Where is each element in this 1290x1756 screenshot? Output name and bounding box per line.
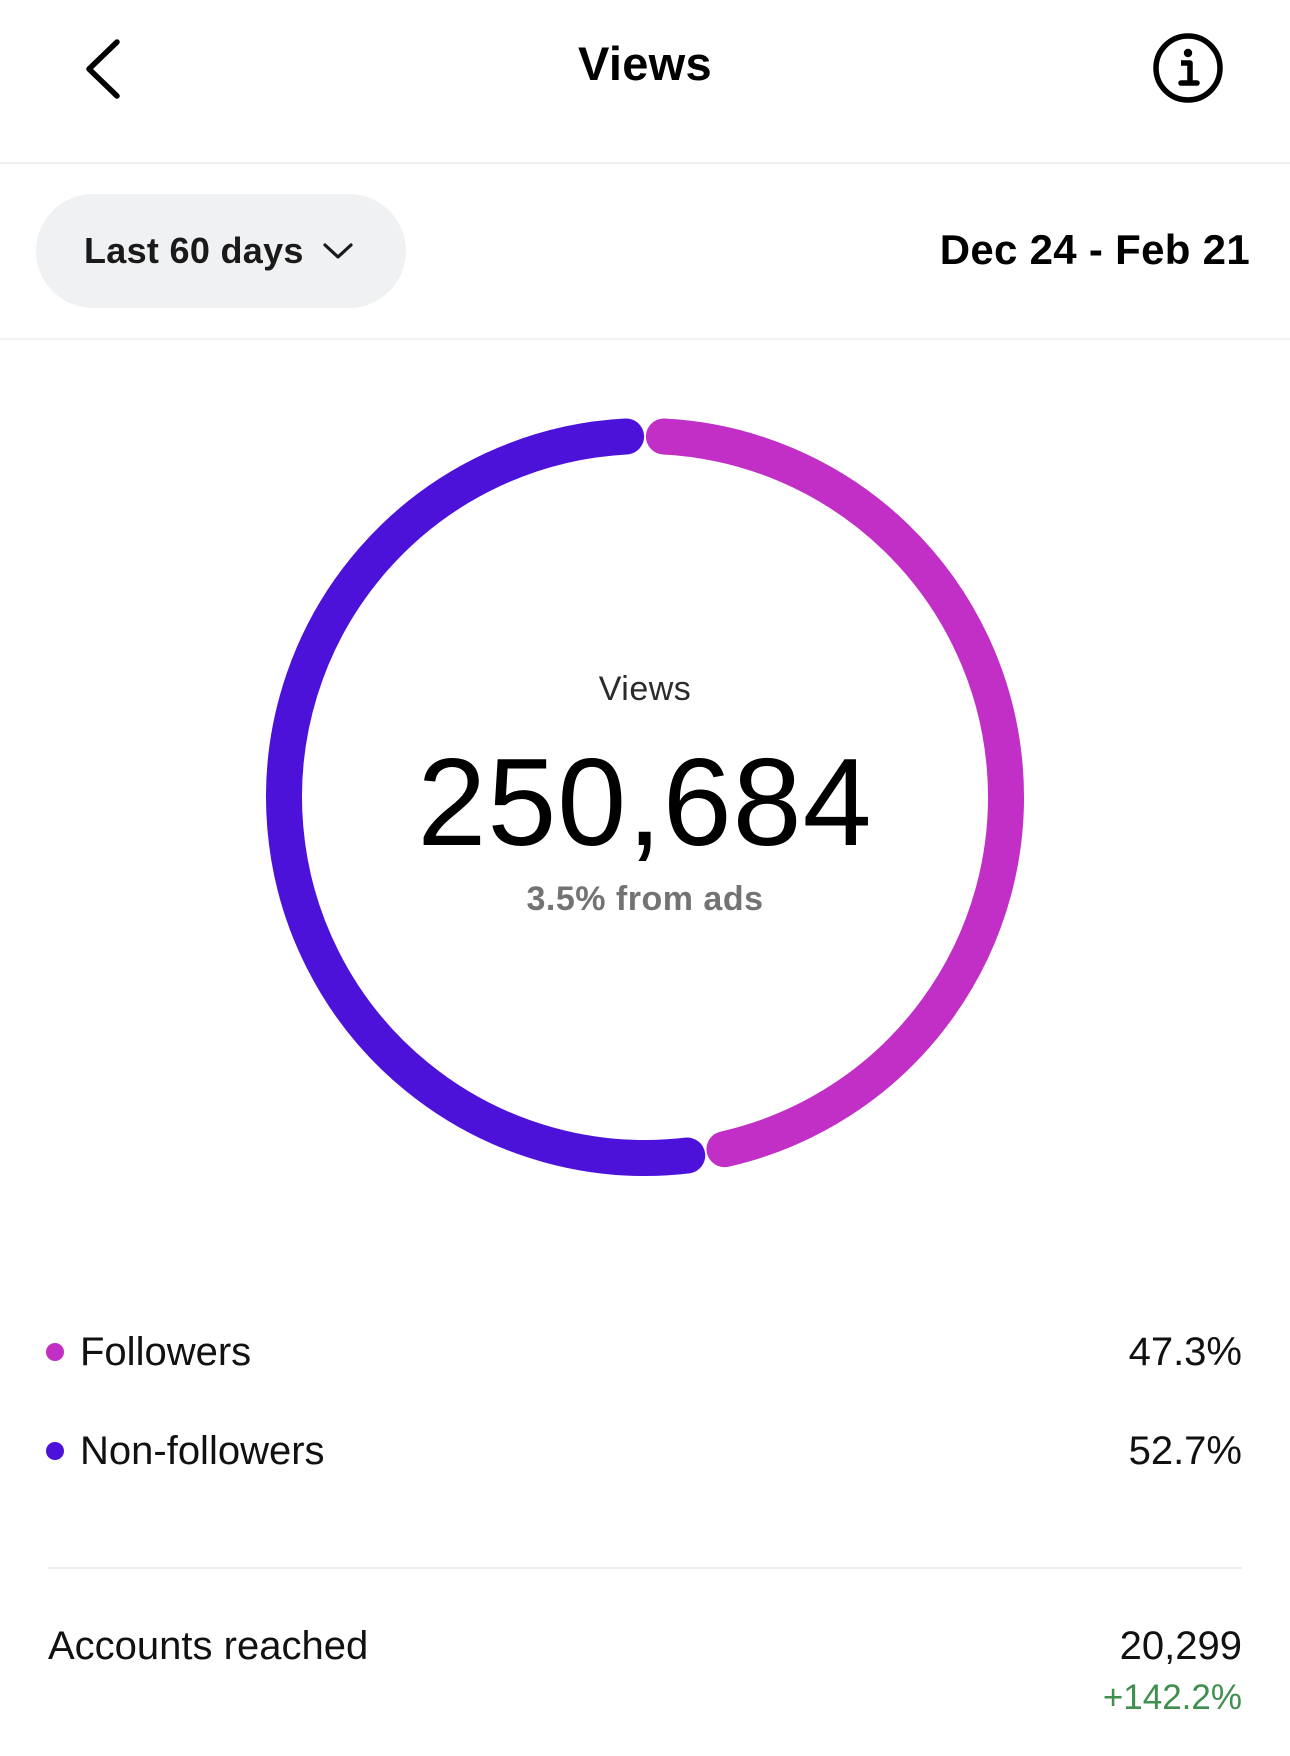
accounts-reached-label: Accounts reached (48, 1624, 369, 1668)
accounts-reached-value: 20,299 (1119, 1624, 1242, 1668)
page-title: Views (578, 37, 712, 90)
legend-value-followers: 47.3% (1128, 1329, 1242, 1374)
top-bar: Views (0, 0, 1290, 164)
section-divider (48, 1567, 1242, 1569)
legend-value-non-followers: 52.7% (1128, 1428, 1242, 1473)
donut-center-label: Views (598, 670, 692, 708)
legend-row-non-followers: Non-followers 52.7% (46, 1421, 1242, 1481)
donut-segment-non-followers (266, 418, 706, 1176)
legend-row-followers: Followers 47.3% (46, 1322, 1242, 1382)
legend-dot-non-followers (46, 1442, 64, 1460)
legend-label-non-followers: Non-followers (80, 1428, 325, 1473)
donut-svg (266, 418, 1024, 1176)
donut-segment-followers (645, 418, 1024, 1168)
views-donut-chart: Views 250,684 3.5% from ads (0, 340, 1290, 1200)
date-range-bar: Last 60 days Dec 24 - Feb 21 (0, 164, 1290, 340)
back-button[interactable] (58, 24, 148, 114)
range-dropdown-button[interactable]: Last 60 days (36, 194, 406, 308)
range-dropdown-label: Last 60 days (84, 230, 304, 271)
date-range-text: Dec 24 - Feb 21 (939, 226, 1250, 273)
donut-center-subtext: 3.5% from ads (526, 880, 764, 918)
chevron-down-icon (322, 241, 354, 261)
donut-center-value: 250,684 (417, 734, 873, 872)
chevron-left-icon (86, 39, 120, 99)
info-button[interactable] (1150, 30, 1226, 106)
info-icon (1153, 33, 1223, 103)
legend-dot-followers (46, 1343, 64, 1361)
accounts-reached-change: +142.2% (1102, 1678, 1242, 1717)
legend-label-followers: Followers (80, 1329, 252, 1374)
